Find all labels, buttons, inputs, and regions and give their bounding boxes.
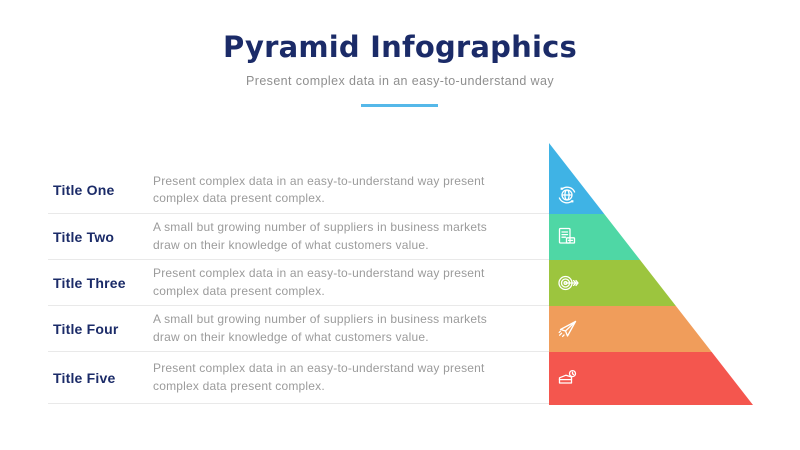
row-title: Title Four [53,320,119,337]
row-description: Present complex data in an easy-to-under… [153,173,485,205]
header: Pyramid Infographics Present complex dat… [0,0,800,88]
page-subtitle: Present complex data in an easy-to-under… [246,74,554,88]
row-title: Title Five [53,369,116,386]
list-item: Title Three Present complex data in an e… [48,260,549,306]
pyramid-slice [549,143,753,214]
target-arrow-icon [555,271,579,295]
list-item: Title Five Present complex data in an ea… [48,352,549,404]
pyramid-slice [549,214,753,260]
list-item: Title Four A small but growing number of… [48,306,549,352]
pyramid-slice [549,260,753,306]
list-item: Title Two A small but growing number of … [48,214,549,260]
documents-icon [555,225,579,249]
row-description: Present complex data in an easy-to-under… [153,266,485,298]
paper-plane-icon [555,317,579,341]
page-title: Pyramid Infographics [223,30,577,64]
row-title: Title One [53,182,115,198]
pyramid-slice [549,352,753,405]
globe-sync-icon [555,183,579,207]
row-title: Title Two [53,228,115,245]
title-underline-accent [361,104,438,107]
row-description: A small but growing number of suppliers … [153,220,487,252]
row-title: Title Three [53,274,126,291]
feature-list: Title One Present complex data in an eas… [48,167,549,404]
pyramid-graphic [549,143,753,405]
list-item: Title One Present complex data in an eas… [48,167,549,214]
row-description: Present complex data in an easy-to-under… [153,361,485,393]
cake-clock-icon [555,365,579,389]
pyramid-slice [549,306,753,352]
row-description: A small but growing number of suppliers … [153,312,487,344]
